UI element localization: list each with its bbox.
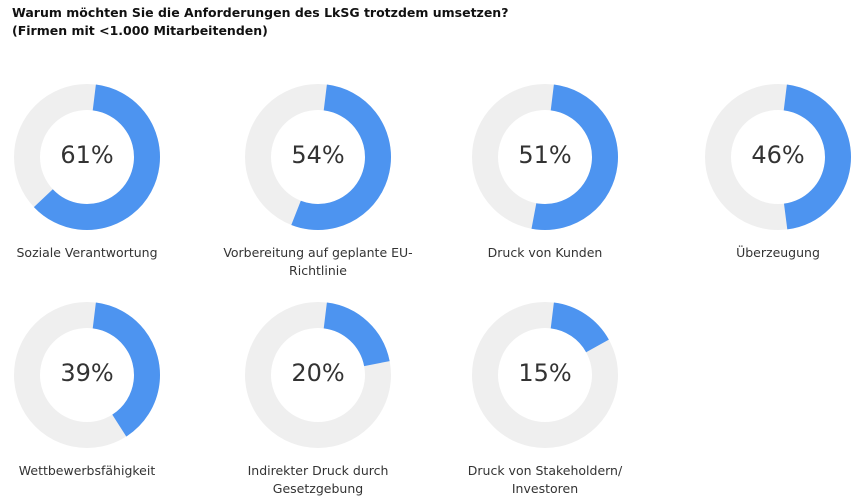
percentage-label: 54% — [291, 141, 345, 169]
donut-value-arc — [245, 84, 391, 230]
percentage-label: 20% — [291, 359, 345, 387]
donut-remainder — [245, 302, 391, 448]
donut-svg — [245, 302, 391, 448]
category-label: Überzeugung — [736, 245, 820, 260]
percentage-label: 39% — [60, 359, 114, 387]
subtitle-line: (Firmen mit <1.000 Mitarbeitenden) — [12, 23, 268, 38]
donut-chart: 54% Vorbereitung auf geplante EU-Richtlin… — [223, 84, 413, 284]
category-label: Vorbereitung auf geplante EU-Richtlinie — [223, 245, 413, 278]
donut-chart: 61% Soziale Verantwortung — [2, 84, 162, 284]
category-label: Indirekter Druck durch Gesetzgebung — [247, 463, 389, 496]
donut-remainder — [472, 302, 618, 448]
donut-chart: 20% Indirekter Druck durch Gesetzgebung — [233, 302, 393, 502]
percentage-label: 46% — [751, 141, 805, 169]
category-label: Soziale Verantwortung — [16, 245, 158, 260]
donut-chart: 46% Überzeugung — [693, 84, 853, 284]
donut-svg — [245, 84, 391, 230]
title-line: Warum möchten Sie die Anforderungen des … — [12, 5, 509, 20]
donut-svg — [14, 302, 160, 448]
donut-value-arc — [14, 84, 160, 230]
percentage-label: 51% — [518, 141, 572, 169]
donut-chart: 51% Druck von Kunden — [460, 84, 620, 284]
category-label: Druck von Stakeholdern/ Investoren — [467, 463, 623, 496]
donut-chart: 39% Wettbewerbsfähigkeit — [2, 302, 162, 502]
donut-svg — [472, 84, 618, 230]
category-label: Druck von Kunden — [487, 245, 603, 260]
percentage-label: 61% — [60, 141, 114, 169]
donut-value-arc — [245, 302, 391, 448]
chart-title: Warum möchten Sie die Anforderungen des … — [12, 4, 508, 40]
donut-svg — [14, 84, 160, 230]
category-label: Wettbewerbsfähigkeit — [18, 463, 156, 478]
percentage-label: 15% — [518, 359, 572, 387]
donut-value-arc — [14, 302, 160, 448]
donut-svg — [472, 302, 618, 448]
donut-chart: 15% Druck von Stakeholdern/ Investoren — [460, 302, 622, 502]
donut-svg — [705, 84, 851, 230]
